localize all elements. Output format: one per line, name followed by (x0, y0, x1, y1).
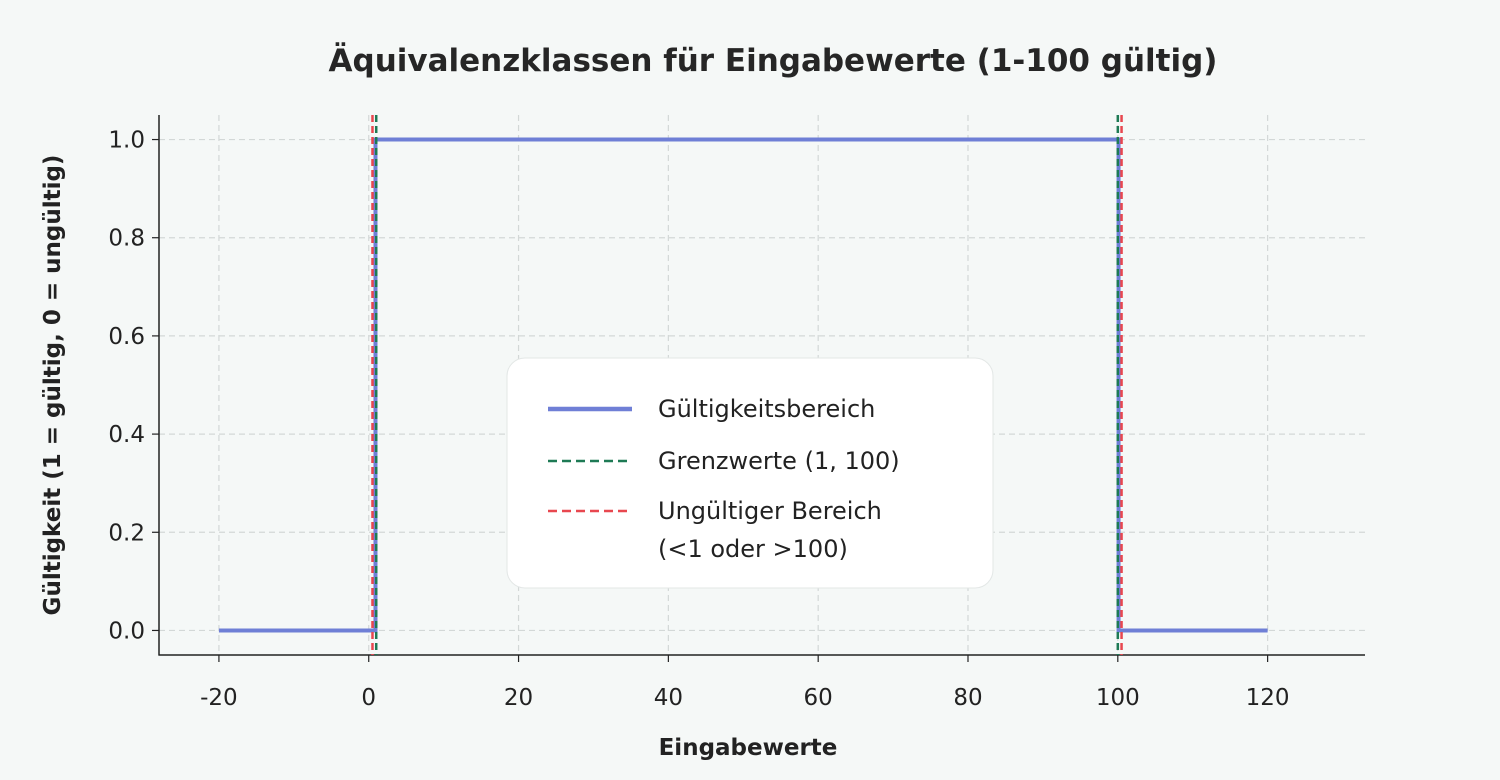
x-tick-label: 40 (654, 685, 683, 711)
x-ticks: -20 0 20 40 60 80 100 120 (200, 655, 1290, 711)
y-axis-label: Gültigkeit (1 = gültig, 0 = ungültig) (40, 155, 66, 616)
y-ticks: 0.0 0.2 0.4 0.6 0.8 1.0 (108, 128, 159, 644)
y-tick-label: 0.2 (108, 520, 145, 546)
legend-label: Ungültiger Bereich (658, 497, 882, 525)
axes (158, 115, 1365, 656)
y-tick-label: 0.6 (108, 324, 145, 350)
y-tick-label: 0.4 (108, 422, 145, 448)
plot-area (218, 115, 1268, 655)
x-tick-label: 20 (504, 685, 533, 711)
legend-label: (<1 oder >100) (658, 535, 848, 563)
x-tick-label: 80 (953, 685, 982, 711)
x-axis-label: Eingabewerte (659, 735, 838, 761)
x-tick-label: 120 (1246, 685, 1290, 711)
x-tick-label: -20 (200, 685, 238, 711)
chart-title: Äquivalenzklassen für Eingabewerte (1-10… (329, 43, 1218, 79)
y-tick-label: 0.0 (108, 618, 145, 644)
y-tick-label: 0.8 (108, 226, 145, 252)
legend-box (506, 357, 994, 589)
series-line (218, 137, 1268, 633)
legend-label: Grenzwerte (1, 100) (658, 447, 900, 475)
x-tick-label: 100 (1096, 685, 1140, 711)
x-tick-label: 0 (361, 685, 376, 711)
legend-label: Gültigkeitsbereich (658, 395, 875, 423)
x-tick-label: 60 (804, 685, 833, 711)
legend: Gültigkeitsbereich Grenzwerte (1, 100) Ung… (506, 357, 994, 589)
y-tick-label: 1.0 (108, 128, 145, 154)
